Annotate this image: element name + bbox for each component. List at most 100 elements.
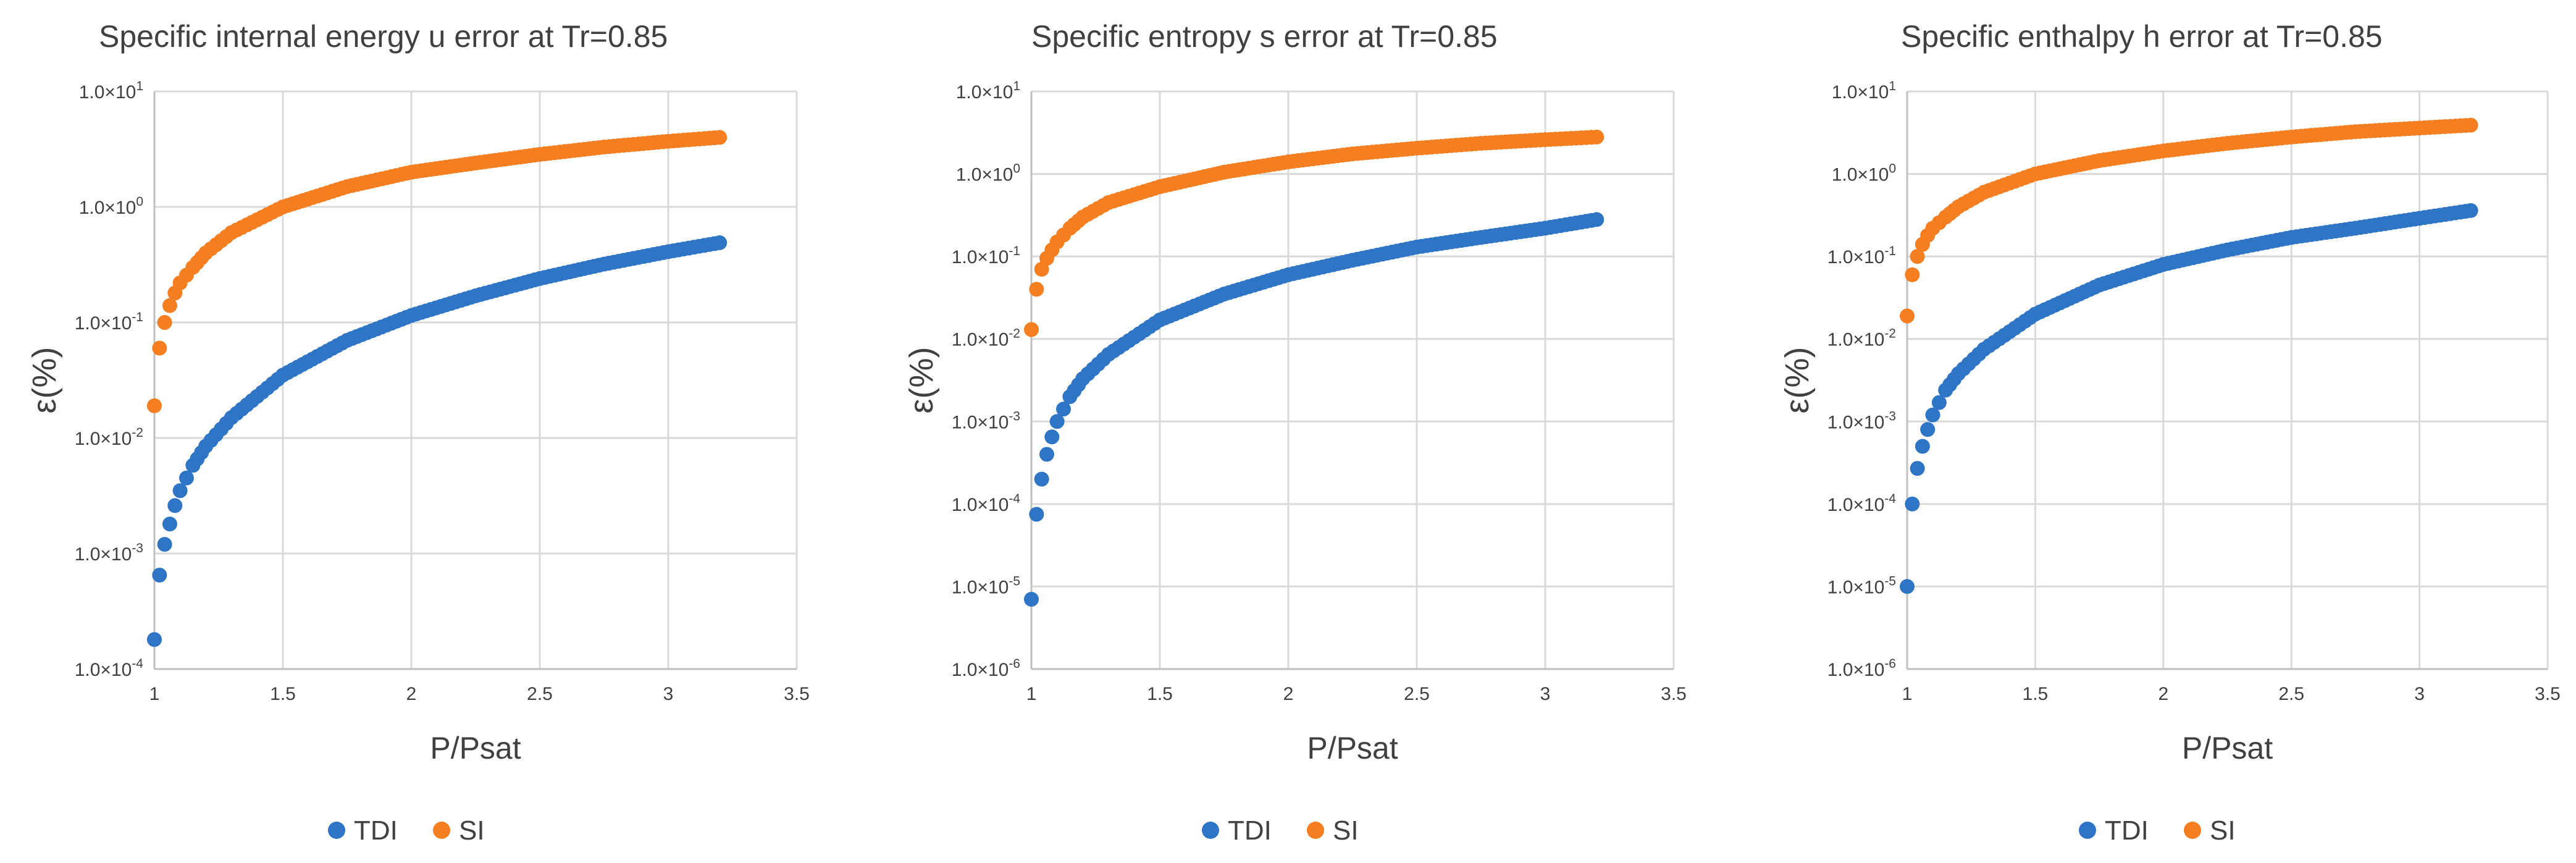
x-tick-label: 1.5 [2023,684,2049,704]
x-tick-label: 3.5 [784,684,810,704]
data-point-tdi [1915,439,1930,454]
legend-marker-si [2184,822,2201,839]
legend-label-si: SI [459,815,485,846]
data-point-si [1910,249,1925,264]
y-tick-exponent: -1 [1009,244,1020,258]
y-tick-mantissa: 1.0×10 [952,495,1009,515]
y-tick-label: 1.0×10-3 [1827,409,1896,432]
y-tick-mantissa: 1.0×10 [79,198,136,218]
x-tick-label: 1 [149,684,160,704]
y-tick-label: 1.0×10-5 [1827,574,1896,597]
legend-label-tdi: TDI [2105,815,2149,846]
y-tick-label: 1.0×10-6 [1827,657,1896,680]
data-point-si [712,130,728,145]
chart-title: Specific internal energy u error at Tr=0… [99,19,668,54]
y-tick-label: 1.0×10-6 [952,657,1020,680]
series-tdi [147,235,728,647]
y-tick-label: 1.0×10-5 [952,574,1020,597]
legend-label-si: SI [1333,815,1359,846]
data-point-tdi [1029,507,1044,522]
x-tick-label: 3 [1540,684,1551,704]
y-axis-title: ε(%) [26,347,63,413]
legend-marker-tdi [328,822,345,839]
x-tick-label: 2.5 [1404,684,1430,704]
y-tick-label: 1.0×10-3 [75,541,143,565]
y-tick-exponent: 1 [136,79,143,93]
data-point-tdi [167,498,183,513]
data-point-tdi [1049,414,1065,429]
data-point-tdi [1931,395,1947,410]
y-tick-exponent: -2 [132,426,143,440]
series-si [147,130,728,413]
legend: TDI SI [328,815,485,846]
x-tick-label: 3 [2414,684,2425,704]
y-tick-exponent: -2 [1009,327,1020,341]
data-point-si [1024,322,1039,337]
y-tick-mantissa: 1.0×10 [952,412,1009,432]
x-axis-title: P/Psat [430,731,521,765]
y-tick-label: 1.0×10-4 [952,492,1021,515]
data-point-tdi [2463,203,2478,218]
y-tick-mantissa: 1.0×10 [1827,330,1885,350]
data-point-tdi [1910,461,1925,476]
chart-2: Specific entropy s error at Tr=0.85 1 1.5 2… [903,19,1687,846]
y-tick-label: 1.0×10-1 [1827,244,1896,267]
legend-marker-tdi [1202,822,1219,839]
y-tick-exponent: -4 [1009,492,1020,506]
x-axis-title: P/Psat [1307,731,1398,765]
x-tick-label: 3 [663,684,674,704]
y-tick-mantissa: 1.0×10 [1827,412,1885,432]
data-point-tdi [712,235,728,250]
y-tick-label: 1.0×10-1 [75,310,143,334]
y-tick-label: 1.0×10-4 [1827,492,1897,515]
y-axis-title: ε(%) [1779,347,1816,413]
y-tick-mantissa: 1.0×10 [952,247,1009,267]
y-tick-mantissa: 1.0×10 [75,544,132,565]
y-tick-exponent: -5 [1009,574,1020,588]
data-point-tdi [172,483,188,499]
y-tick-label: 1.0×10-3 [952,409,1020,432]
chart-1: Specific internal energy u error at Tr=0… [26,19,810,846]
y-tick-mantissa: 1.0×10 [952,660,1009,680]
data-point-tdi [1034,471,1049,487]
y-tick-mantissa: 1.0×10 [79,82,136,103]
y-tick-exponent: 0 [1013,162,1020,176]
y-tick-exponent: -6 [1884,657,1896,671]
x-tick-label: 2.5 [2278,684,2304,704]
data-point-tdi [1920,422,1936,437]
data-point-tdi [1024,592,1039,607]
data-point-si [2463,117,2478,133]
data-point-tdi [1044,429,1060,445]
data-point-tdi [157,537,172,552]
y-tick-label: 1.0×10-1 [952,244,1020,267]
x-tick-label: 1.5 [270,684,296,704]
y-tick-exponent: -4 [1884,492,1896,506]
data-point-tdi [152,567,167,583]
y-tick-exponent: -2 [1884,327,1896,341]
data-point-si [157,315,172,330]
x-tick-label: 1 [1902,684,1913,704]
data-point-si [162,298,177,313]
y-tick-mantissa: 1.0×10 [1827,660,1885,680]
data-point-tdi [1056,402,1071,417]
x-tick-label: 3.5 [1661,684,1687,704]
x-tick-label: 1 [1026,684,1037,704]
legend: TDI SI [1202,815,1359,846]
y-tick-label: 1.0×101 [956,79,1020,103]
series-si [1024,129,1605,337]
legend: TDI SI [2079,815,2236,846]
y-tick-exponent: -1 [132,310,143,324]
y-tick-label: 1.0×10-2 [75,426,143,449]
y-tick-mantissa: 1.0×10 [956,165,1013,185]
data-point-tdi [147,632,162,647]
y-tick-exponent: 0 [136,195,143,209]
x-tick-label: 2.5 [527,684,553,704]
y-tick-label: 1.0×10-2 [952,327,1020,350]
legend-label-tdi: TDI [1228,815,1272,846]
series-tdi [1024,212,1605,607]
legend-marker-si [1307,822,1324,839]
y-tick-mantissa: 1.0×10 [75,429,132,449]
x-tick-label: 1.5 [1147,684,1173,704]
y-tick-mantissa: 1.0×10 [75,660,132,680]
